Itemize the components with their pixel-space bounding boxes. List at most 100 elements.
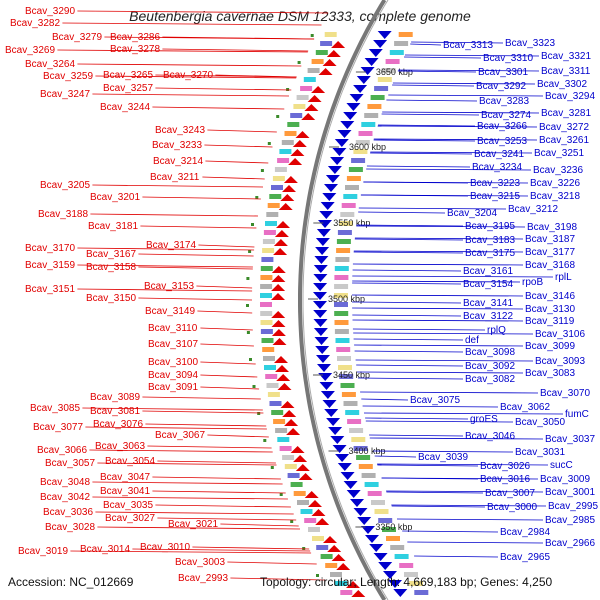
forward-gene-arrow bbox=[295, 464, 310, 471]
reverse-gene-arrow bbox=[326, 418, 341, 426]
label-leader-line bbox=[354, 238, 464, 241]
feature-stripe bbox=[404, 572, 418, 577]
feature-stripe bbox=[260, 320, 273, 325]
feature-stripe bbox=[271, 185, 283, 190]
gene-label: Bcav_3092 bbox=[465, 361, 515, 372]
feature-stripe bbox=[348, 167, 363, 172]
forward-gene-arrow bbox=[295, 131, 310, 138]
feature-stripe bbox=[272, 176, 285, 181]
label-leader-line bbox=[377, 463, 549, 466]
feature-stripe bbox=[338, 365, 352, 370]
feature-stripe bbox=[279, 149, 292, 154]
feature-stripe bbox=[334, 275, 349, 280]
gene-label: Bcav_3279 bbox=[52, 32, 102, 43]
gene-label: Bcav_3031 bbox=[515, 447, 565, 458]
feature-stripe bbox=[315, 50, 328, 55]
feature-stripe bbox=[263, 230, 276, 235]
feature-stripe bbox=[282, 455, 295, 460]
small-feature bbox=[246, 304, 249, 307]
gene-label: Bcav_3122 bbox=[463, 311, 513, 322]
feature-stripe bbox=[273, 419, 286, 424]
label-leader-line bbox=[197, 310, 253, 314]
forward-gene-arrow bbox=[326, 50, 341, 57]
label-leader-line bbox=[215, 74, 297, 78]
feature-stripe bbox=[371, 500, 385, 505]
gene-label: Bcav_3292 bbox=[476, 81, 526, 92]
reverse-gene-arrow bbox=[353, 508, 368, 516]
forward-gene-arrow bbox=[271, 284, 286, 291]
forward-gene-arrow bbox=[276, 374, 291, 381]
reverse-gene-arrow bbox=[356, 76, 371, 84]
reverse-gene-arrow bbox=[346, 490, 361, 498]
kbp-scale: 3650 kbp 3600 kbp 3550 kbp 3500 kbp 3450 kbp… bbox=[308, 67, 413, 532]
feature-stripe bbox=[398, 32, 413, 37]
feature-stripe bbox=[260, 284, 273, 289]
feature-stripe bbox=[347, 419, 362, 424]
gene-label: Bcav_3215 bbox=[470, 191, 520, 202]
gene-label: Bcav_3016 bbox=[480, 474, 530, 485]
label-leader-line bbox=[92, 93, 290, 97]
label-leader-line bbox=[377, 464, 479, 467]
feature-stripe bbox=[324, 32, 337, 37]
reverse-gene-arrow bbox=[322, 400, 337, 408]
gene-label: Bcav_3066 bbox=[37, 445, 87, 456]
label-leader-line bbox=[352, 280, 521, 283]
gene-label: Bcav_3149 bbox=[145, 306, 195, 317]
label-leader-line bbox=[403, 56, 482, 59]
forward-gene-arrow bbox=[271, 311, 286, 318]
label-leader-line bbox=[377, 124, 476, 127]
gene-label: Bcav_3283 bbox=[479, 96, 529, 107]
gene-label: Bcav_3009 bbox=[540, 474, 590, 485]
gene-label: Bcav_3187 bbox=[525, 234, 575, 245]
reverse-gene-arrow bbox=[388, 580, 402, 588]
reverse-gene-arrow bbox=[316, 229, 331, 237]
gene-label: Bcav_2965 bbox=[500, 552, 550, 563]
feature-stripe bbox=[340, 590, 353, 595]
gene-label: groES bbox=[470, 414, 498, 425]
label-leader-line bbox=[360, 194, 529, 197]
label-leader-line bbox=[352, 263, 524, 266]
label-leader-line bbox=[365, 420, 514, 423]
label-leader-line bbox=[373, 450, 514, 453]
feature-stripe bbox=[307, 68, 320, 73]
label-leader-line bbox=[351, 294, 524, 297]
label-leader-line bbox=[155, 87, 292, 91]
feature-stripe bbox=[339, 221, 353, 226]
feature-stripe bbox=[267, 203, 280, 208]
feature-stripe bbox=[336, 239, 351, 244]
gene-label: Bcav_3233 bbox=[152, 140, 202, 151]
gene-label: Bcav_3075 bbox=[410, 395, 460, 406]
gene-label: Bcav_3110 bbox=[148, 323, 198, 334]
label-leader-line bbox=[132, 548, 311, 552]
label-leader-line bbox=[200, 361, 256, 365]
gene-label: Bcav_3094 bbox=[148, 370, 198, 381]
gene-label: sucC bbox=[550, 460, 573, 471]
label-leader-line bbox=[92, 184, 264, 188]
feature-stripe bbox=[262, 347, 275, 352]
forward-gene-arrow bbox=[315, 518, 330, 525]
gene-label: Bcav_3067 bbox=[155, 430, 205, 441]
gene-label: Bcav_3323 bbox=[505, 38, 555, 49]
feature-stripe bbox=[367, 491, 382, 496]
label-leader-line bbox=[351, 301, 462, 304]
label-leader-line bbox=[370, 152, 473, 155]
gene-label: Bcav_3048 bbox=[40, 477, 90, 488]
gene-label: Bcav_3198 bbox=[527, 222, 577, 233]
label-leader-line bbox=[92, 496, 288, 500]
reverse-gene-arrow bbox=[332, 148, 347, 156]
gene-label: Bcav_3014 bbox=[80, 544, 130, 555]
feature-stripe bbox=[262, 239, 275, 244]
gene-label: Bcav_3321 bbox=[541, 51, 591, 62]
feature-stripe bbox=[341, 392, 356, 397]
small-feature bbox=[270, 466, 274, 469]
label-leader-line bbox=[386, 491, 484, 494]
gene-label: Bcav_3223 bbox=[470, 178, 520, 189]
gene-label: Bcav_3054 bbox=[105, 456, 155, 467]
label-leader-line bbox=[381, 477, 539, 480]
label-leader-line bbox=[397, 70, 477, 73]
label-leader-line bbox=[398, 69, 540, 72]
feature-stripe bbox=[300, 509, 313, 514]
reverse-gene-arrow bbox=[324, 184, 338, 192]
gene-label: Bcav_3028 bbox=[45, 522, 95, 533]
small-feature bbox=[267, 142, 271, 145]
